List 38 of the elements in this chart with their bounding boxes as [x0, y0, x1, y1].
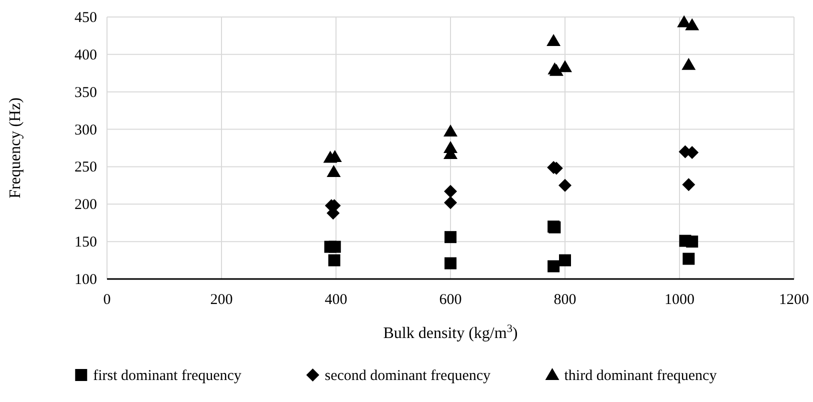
point	[558, 60, 572, 72]
point	[444, 231, 456, 244]
point	[328, 254, 340, 266]
legend-label: first dominant frequency	[93, 368, 242, 384]
point	[444, 124, 458, 137]
point	[686, 236, 698, 248]
y-tick-label: 450	[74, 10, 97, 26]
x-tick-label: 800	[554, 292, 576, 308]
point	[326, 164, 341, 177]
point	[682, 178, 696, 192]
point	[682, 252, 695, 265]
x-tick-label: 600	[439, 292, 462, 308]
point	[682, 58, 696, 70]
y-tick-label: 400	[74, 47, 97, 64]
point	[546, 34, 561, 46]
x-tick-label: 1000	[664, 292, 694, 308]
y-tick-label: 150	[74, 234, 97, 251]
y-tick-label: 350	[74, 84, 97, 101]
point	[685, 18, 700, 30]
y-tick-label: 300	[74, 122, 97, 138]
point	[548, 260, 560, 272]
point	[444, 257, 456, 270]
x-tick-label: 400	[324, 292, 348, 308]
legend-label: third dominant frequency	[564, 368, 718, 384]
x-axis-title: Bulk density (kg/m$^{3}$)	[383, 323, 518, 342]
y-axis-title: Frequency (Hz)	[7, 98, 24, 198]
x-tick-label: 1200	[779, 292, 809, 308]
x-tick-label: 200	[210, 292, 233, 308]
y-tick-label: 100	[74, 272, 97, 288]
point	[444, 196, 457, 210]
legend-label: second dominant frequency	[324, 368, 492, 384]
x-tick-label: 0	[103, 292, 111, 308]
point	[444, 184, 457, 198]
point	[558, 178, 572, 192]
y-tick-label: 200	[74, 197, 97, 214]
point	[559, 254, 571, 266]
y-tick-label: 250	[74, 160, 97, 176]
point	[328, 240, 341, 253]
